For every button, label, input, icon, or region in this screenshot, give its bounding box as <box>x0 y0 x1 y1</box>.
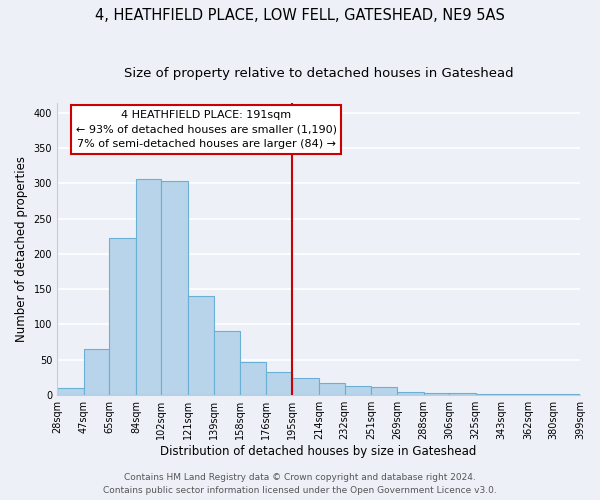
X-axis label: Distribution of detached houses by size in Gateshead: Distribution of detached houses by size … <box>160 444 477 458</box>
Bar <box>188 296 214 394</box>
Bar <box>161 182 188 394</box>
Y-axis label: Number of detached properties: Number of detached properties <box>15 156 28 342</box>
Bar <box>344 386 371 394</box>
Bar <box>266 372 292 394</box>
Bar <box>292 378 319 394</box>
Bar <box>57 388 84 394</box>
Bar <box>397 392 424 394</box>
Bar <box>371 387 397 394</box>
Text: 4, HEATHFIELD PLACE, LOW FELL, GATESHEAD, NE9 5AS: 4, HEATHFIELD PLACE, LOW FELL, GATESHEAD… <box>95 8 505 22</box>
Bar <box>136 179 161 394</box>
Title: Size of property relative to detached houses in Gateshead: Size of property relative to detached ho… <box>124 68 514 80</box>
Bar <box>424 392 449 394</box>
Bar <box>84 349 109 395</box>
Text: Contains HM Land Registry data © Crown copyright and database right 2024.
Contai: Contains HM Land Registry data © Crown c… <box>103 474 497 495</box>
Bar <box>109 238 136 394</box>
Bar <box>240 362 266 394</box>
Bar <box>319 382 344 394</box>
Text: 4 HEATHFIELD PLACE: 191sqm
← 93% of detached houses are smaller (1,190)
7% of se: 4 HEATHFIELD PLACE: 191sqm ← 93% of deta… <box>76 110 337 150</box>
Bar <box>214 332 240 394</box>
